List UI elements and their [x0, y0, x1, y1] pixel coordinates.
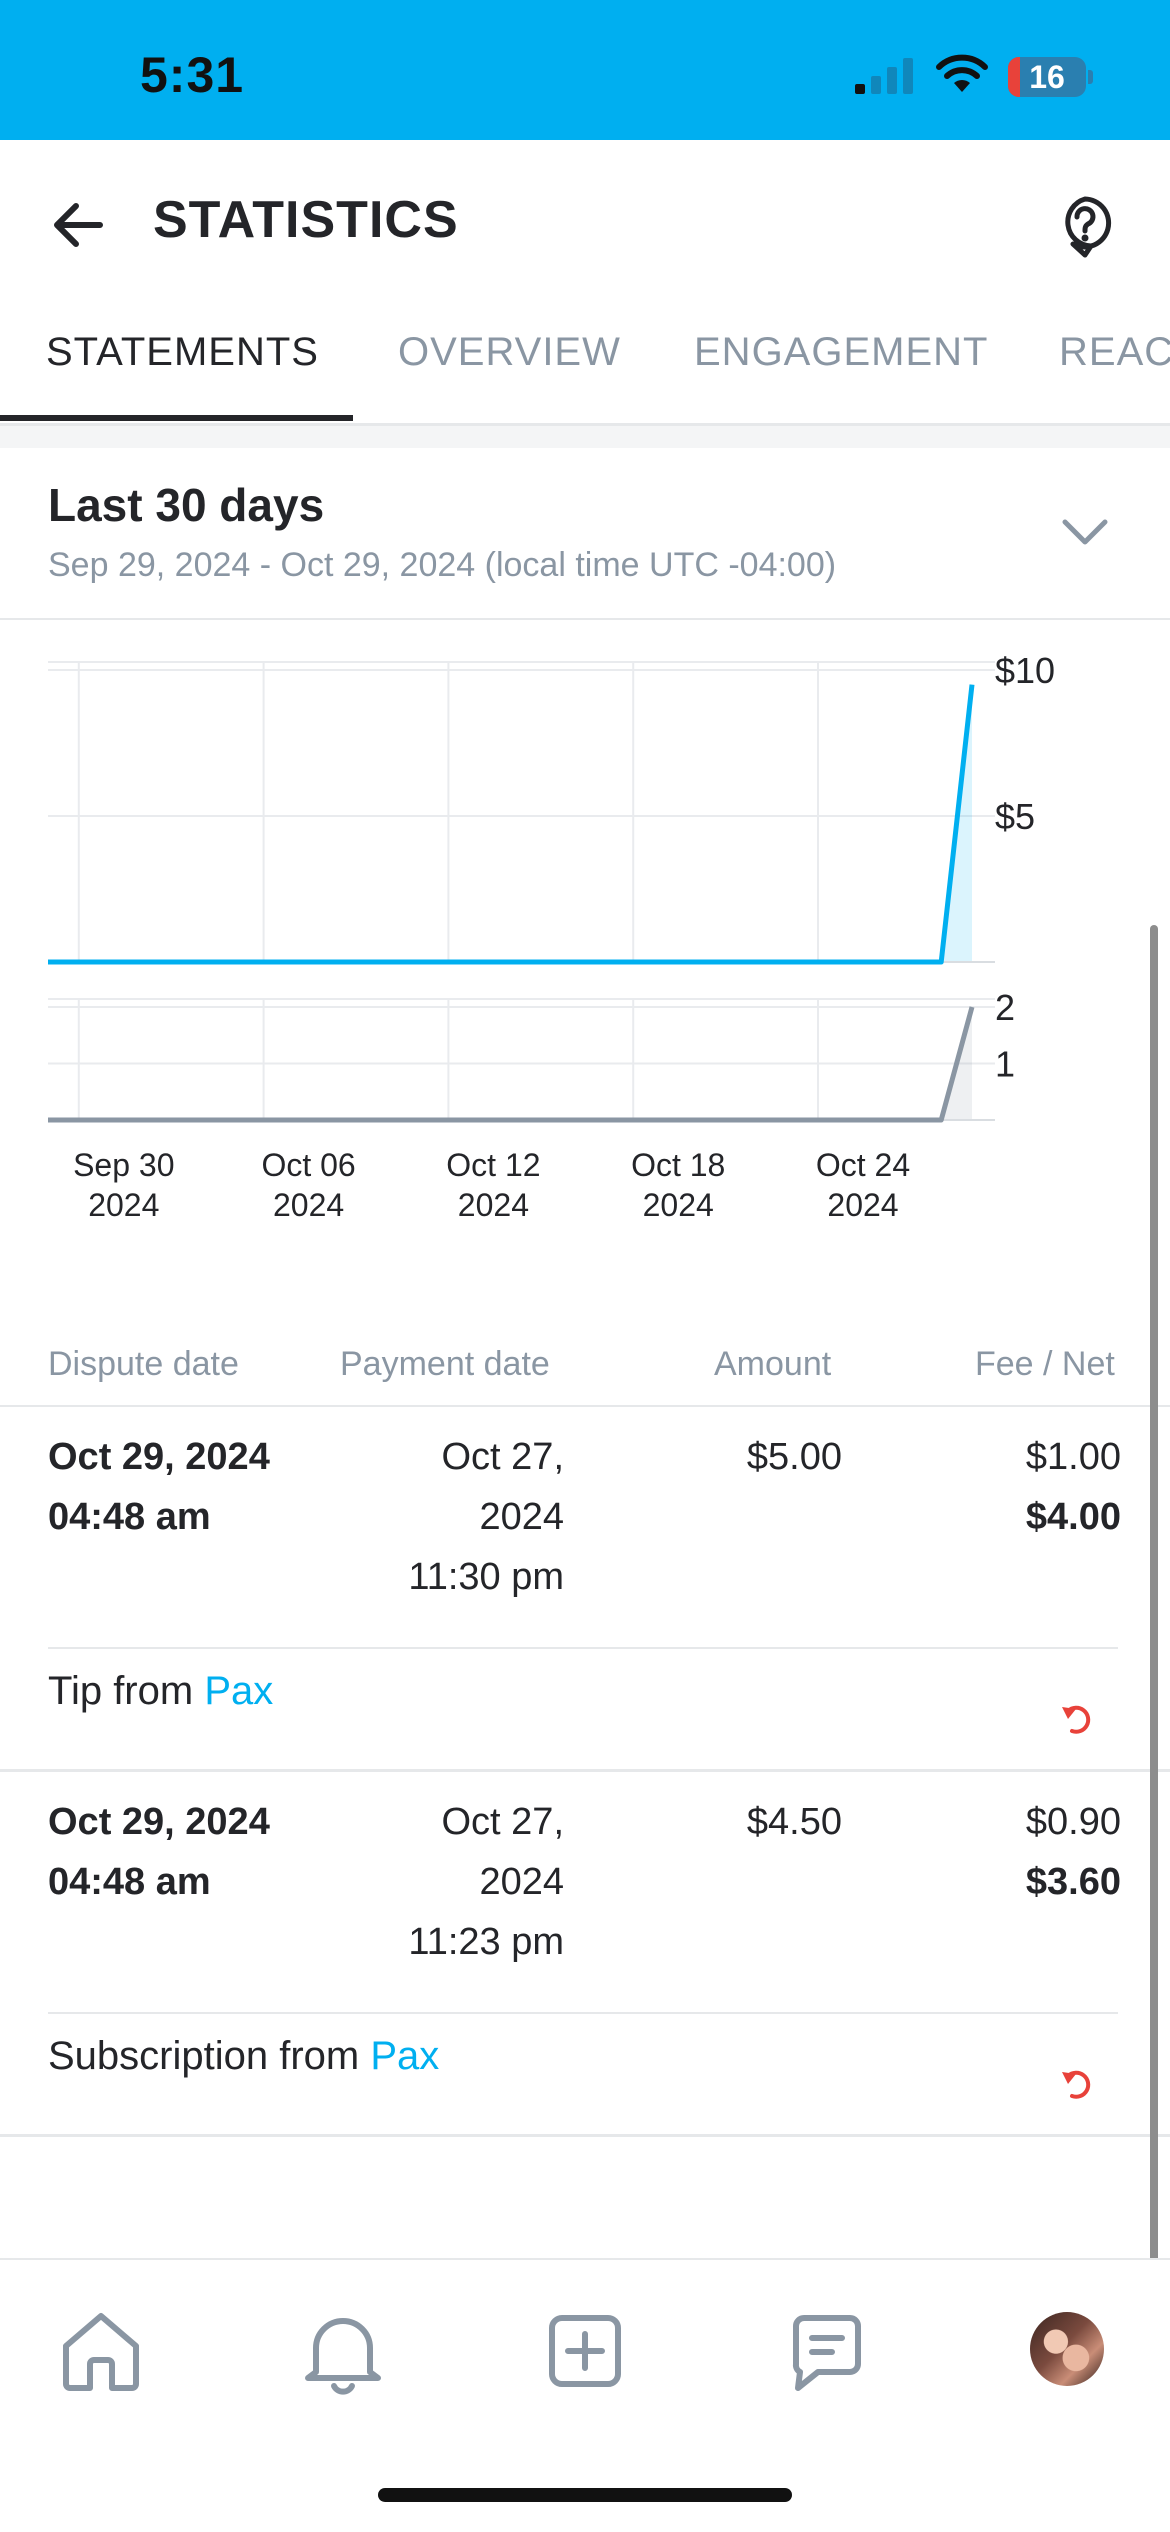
description-prefix: Tip from — [48, 1669, 194, 1713]
earnings-chart: $10 $5 2 1 Sep 30 2024 Oct 06 2024 Oct 12 2024 Oct… — [48, 650, 1055, 1223]
dispute-date: Oct 29, 2024 — [48, 1801, 270, 1843]
undo-icon[interactable] — [1058, 2064, 1098, 2104]
x-tick-label: 2024 — [88, 1187, 159, 1223]
avatar[interactable] — [1030, 2312, 1104, 2386]
amount: $5.00 — [746, 1436, 842, 1478]
home-indicator — [378, 2488, 792, 2502]
status-bar: 5:31 16 — [0, 0, 1170, 140]
dispute-time: 04:48 am — [48, 1861, 211, 1903]
battery-level: 16 — [1029, 59, 1065, 95]
range-title: Last 30 days — [48, 479, 325, 531]
range-subtitle: Sep 29, 2024 - Oct 29, 2024 (local time … — [48, 546, 837, 584]
header-payment-date: Payment date — [340, 1345, 550, 1383]
header-dispute-date: Dispute date — [48, 1345, 239, 1383]
payment-date: Oct 27, — [441, 1436, 565, 1478]
x-tick-label: Oct 24 — [816, 1147, 910, 1183]
bottom-nav — [0, 2258, 1170, 2532]
net: $4.00 — [1025, 1496, 1121, 1538]
plus-square-icon[interactable] — [540, 2306, 630, 2396]
user-link[interactable]: Pax — [204, 1669, 274, 1713]
home-icon[interactable] — [56, 2306, 146, 2396]
tab-bar: STATEMENTS OVERVIEW ENGAGEMENT REACH — [0, 300, 1170, 426]
x-tick-label: Oct 18 — [631, 1147, 725, 1183]
x-tick-label: Oct 12 — [446, 1147, 540, 1183]
bell-icon[interactable] — [298, 2306, 388, 2396]
tab-engagement[interactable]: ENGAGEMENT — [694, 330, 989, 374]
net: $3.60 — [1025, 1861, 1121, 1903]
undo-icon[interactable] — [1058, 1699, 1098, 1739]
table-row[interactable]: Oct 29, 2024 04:48 am Oct 27, 2024 11:23… — [0, 1772, 1170, 2137]
series-area — [48, 684, 972, 962]
statements-table-header: Dispute date Payment date Amount Fee / N… — [0, 1335, 1170, 1407]
x-tick-label: Sep 30 — [73, 1147, 174, 1183]
fee: $0.90 — [1025, 1801, 1121, 1843]
tab-statements[interactable]: STATEMENTS — [46, 330, 319, 374]
amount: $4.50 — [746, 1801, 842, 1843]
active-tab-indicator — [0, 415, 353, 421]
table-row[interactable]: Oct 29, 2024 04:48 am Oct 27, 2024 11:30… — [0, 1407, 1170, 1772]
header: STATISTICS — [0, 140, 1170, 300]
description-text: Subscription from Pax — [48, 2034, 439, 2079]
header-fee-net: Fee / Net — [975, 1345, 1115, 1383]
payment-year: 2024 — [479, 1496, 564, 1538]
battery-icon: 16 — [1008, 57, 1094, 97]
x-tick-label: Oct 06 — [261, 1147, 355, 1183]
description-prefix: Subscription from — [48, 2034, 360, 2078]
x-tick-label: 2024 — [643, 1187, 714, 1223]
y-tick-label: $10 — [995, 650, 1055, 691]
y-tick-label: 1 — [995, 1044, 1015, 1085]
header-amount: Amount — [714, 1345, 832, 1383]
date-range-selector[interactable]: Last 30 days Sep 29, 2024 - Oct 29, 2024… — [0, 448, 1170, 620]
status-time: 5:31 — [140, 47, 245, 103]
row-description: Subscription from Pax — [48, 2012, 1118, 2134]
payment-date: Oct 27, — [441, 1801, 565, 1843]
tab-overview[interactable]: OVERVIEW — [398, 330, 621, 374]
section-gap — [0, 426, 1170, 448]
payment-time: 11:23 pm — [408, 1921, 564, 1963]
dispute-date: Oct 29, 2024 — [48, 1436, 270, 1478]
series-line — [48, 1006, 975, 1123]
wifi-icon — [936, 54, 988, 92]
series-line — [48, 684, 975, 965]
dispute-time: 04:48 am — [48, 1496, 211, 1538]
payment-time: 11:30 pm — [408, 1556, 564, 1598]
x-tick-label: 2024 — [273, 1187, 344, 1223]
row-description: Tip from Pax — [48, 1647, 1118, 1769]
x-tick-label: 2024 — [827, 1187, 898, 1223]
page-title: STATISTICS — [153, 191, 459, 249]
y-tick-label: 2 — [995, 987, 1015, 1028]
tab-reach[interactable]: REACH — [1059, 330, 1170, 374]
chevron-down-icon[interactable] — [1060, 514, 1110, 550]
y-tick-label: $5 — [995, 796, 1035, 837]
row-divider — [0, 1769, 1170, 1772]
scrollbar[interactable] — [1150, 925, 1158, 2395]
payment-year: 2024 — [479, 1861, 564, 1903]
description-text: Tip from Pax — [48, 1669, 273, 1714]
x-tick-label: 2024 — [458, 1187, 529, 1223]
fee: $1.00 — [1025, 1436, 1121, 1478]
help-circle-icon[interactable] — [1055, 193, 1115, 259]
message-icon[interactable] — [782, 2306, 872, 2396]
arrow-left-icon[interactable] — [48, 195, 108, 255]
cellular-signal-icon — [855, 58, 913, 94]
row-divider — [0, 2134, 1170, 2137]
user-link[interactable]: Pax — [370, 2034, 440, 2078]
